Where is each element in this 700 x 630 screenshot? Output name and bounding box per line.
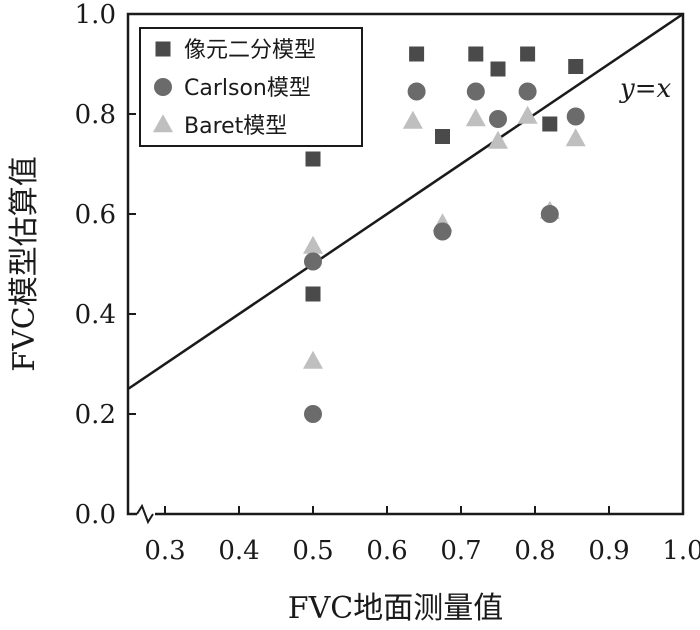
data-point-triangle xyxy=(303,350,323,369)
data-point-circle xyxy=(433,222,452,241)
y-axis-title: FVC模型估算值 xyxy=(7,156,42,371)
x-tick-label: 0.9 xyxy=(588,536,629,566)
data-point-circle xyxy=(466,82,485,101)
x-tick-label: 0.4 xyxy=(218,536,259,566)
data-point-circle xyxy=(540,205,559,223)
data-point-square xyxy=(520,46,536,62)
legend-marker-square xyxy=(155,41,171,57)
legend-box xyxy=(139,27,363,147)
x-tick-label: 1.0 xyxy=(662,536,700,566)
data-point-triangle xyxy=(303,235,323,254)
data-point-triangle xyxy=(517,105,538,124)
x-axis: 0.3 0.4 0.5 0.6 0.7 0.8 0.9 1.0 xyxy=(144,506,700,566)
data-point-square xyxy=(305,151,321,167)
x-axis-title: FVC地面测量值 xyxy=(288,591,503,626)
y-tick-label: 0.4 xyxy=(75,300,116,330)
points-layer xyxy=(303,46,586,423)
data-point-circle xyxy=(407,82,426,101)
data-point-triangle xyxy=(465,108,486,127)
y-tick-label: 1.0 xyxy=(75,0,116,30)
data-point-square xyxy=(305,286,321,302)
data-point-square xyxy=(468,46,484,62)
x-tick-label: 0.3 xyxy=(144,536,185,566)
axis-break-mark xyxy=(136,503,154,525)
data-point-triangle xyxy=(402,110,423,129)
y-tick-label: 0.0 xyxy=(75,500,116,530)
data-point-square xyxy=(409,46,425,62)
data-point-triangle xyxy=(488,130,508,149)
y-tick-label: 0.2 xyxy=(75,400,116,430)
x-tick-label: 0.6 xyxy=(366,536,407,566)
x-tick-label: 0.8 xyxy=(514,536,555,566)
legend-marker-circle xyxy=(154,78,172,96)
legend-label: Baret模型 xyxy=(184,114,287,139)
legend: 像元二分模型 Carlson模型 Baret模型 xyxy=(139,27,363,147)
data-point-triangle xyxy=(565,128,586,147)
x-tick-label: 0.5 xyxy=(292,536,333,566)
data-point-square xyxy=(542,116,558,132)
legend-label: Carlson模型 xyxy=(184,76,311,101)
reference-line-layer: y=x xyxy=(127,12,684,391)
x-tick-label: 0.7 xyxy=(440,536,481,566)
data-point-circle xyxy=(518,82,537,101)
data-point-circle xyxy=(304,405,322,423)
reference-line xyxy=(127,12,684,391)
data-point-circle xyxy=(304,252,322,271)
data-point-square xyxy=(435,129,450,144)
legend-label: 像元二分模型 xyxy=(184,38,316,63)
data-point-square xyxy=(568,59,584,74)
y-axis: 0.0 0.2 0.4 0.6 0.8 1.0 xyxy=(75,0,136,530)
legend-marker-triangle xyxy=(153,114,173,133)
y-tick-label: 0.8 xyxy=(75,100,116,130)
y-tick-label: 0.6 xyxy=(75,200,116,230)
reference-line-label: y=x xyxy=(619,74,671,104)
data-point-circle xyxy=(566,107,585,126)
data-point-square xyxy=(490,61,506,77)
data-point-circle xyxy=(489,110,507,128)
